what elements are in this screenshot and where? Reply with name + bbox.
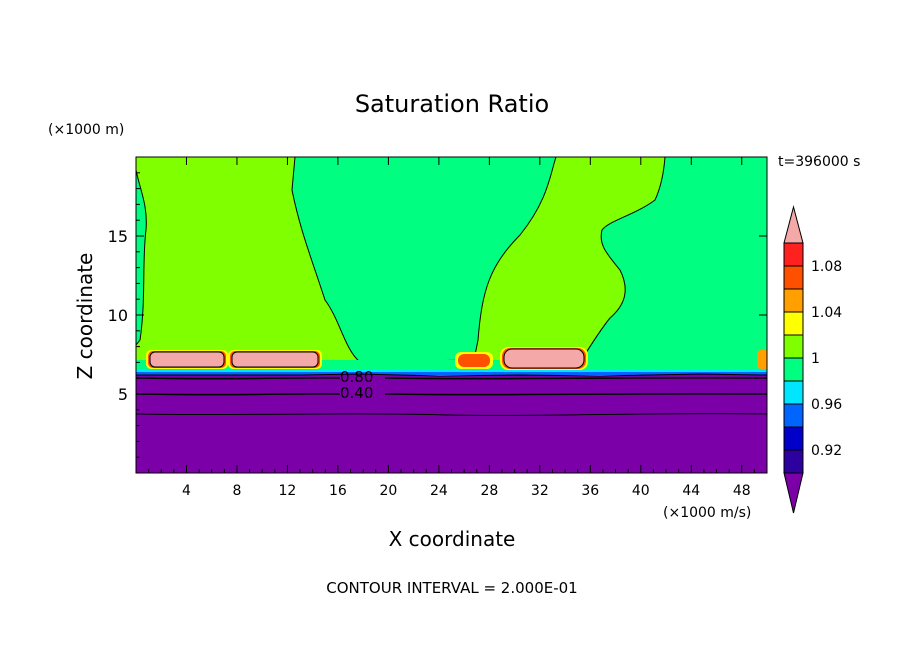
- y-tick-label: 10: [108, 306, 128, 325]
- colorbar-tick-label: 1.04: [811, 305, 842, 321]
- y-unit-label: (×1000 m): [48, 122, 124, 138]
- contour-label-040: 0.40: [340, 384, 373, 402]
- field-green-region-2: [579, 157, 767, 363]
- x-tick-label: 12: [279, 483, 297, 499]
- contour-field: [136, 157, 767, 473]
- x-tick-label: 20: [379, 483, 397, 499]
- colorbar-box: [783, 426, 804, 451]
- x-tick-label: 36: [581, 483, 599, 499]
- contour-interval-footer: CONTOUR INTERVAL = 2.000E-01: [326, 579, 577, 597]
- colorbar-top-arrow: [783, 205, 804, 244]
- y-axis-ticks: 5 10 15: [108, 172, 767, 458]
- colorbar: 0.92 0.96 1 1.04 1.08: [783, 205, 842, 514]
- colorbar-tick-label: 0.96: [811, 397, 842, 413]
- x-axis-ticks: 4 8 12 16 20 24 28 32 36 40 44 48: [148, 157, 755, 499]
- colorbar-tick-label: 1: [811, 351, 820, 367]
- colorbar-box: [783, 265, 804, 290]
- x-tick-label: 16: [329, 483, 347, 499]
- x-tick-label: 48: [733, 483, 751, 499]
- colorbar-tick-label: 0.92: [811, 443, 842, 459]
- field-purple-layer: [136, 373, 767, 473]
- x-tick-label: 32: [531, 483, 549, 499]
- colorbar-box: [783, 242, 804, 267]
- chart-title: Saturation Ratio: [355, 90, 549, 118]
- contour-line-080: [136, 377, 767, 380]
- x-tick-label: 24: [430, 483, 448, 499]
- colorbar-box: [783, 380, 804, 405]
- time-label: t=396000 s: [778, 154, 860, 170]
- colorbar-box: [783, 311, 804, 336]
- y-tick-label: 5: [118, 385, 128, 404]
- contour-line-low: [136, 413, 767, 416]
- colorbar-box: [783, 403, 804, 428]
- x-tick-label: 8: [232, 483, 241, 499]
- colorbar-box: [783, 357, 804, 382]
- y-tick-label: 15: [108, 227, 128, 246]
- x-tick-label: 28: [480, 483, 498, 499]
- colorbar-bottom-arrow: [783, 472, 804, 514]
- saturated-patches: [146, 347, 767, 370]
- contour-label-080: 0.80: [340, 368, 373, 386]
- field-green-region-1: [291, 157, 557, 363]
- x-tick-label: 40: [632, 483, 650, 499]
- x-tick-label: 44: [682, 483, 700, 499]
- contour-line-040: [136, 393, 767, 396]
- field-blue-band: [136, 372, 767, 375]
- x-tick-label: 4: [182, 483, 191, 499]
- field-cyan-band: [136, 370, 767, 373]
- x-unit-label: (×1000 m/s): [663, 505, 751, 521]
- colorbar-box: [783, 334, 804, 359]
- field-left-edge-green: [136, 169, 147, 346]
- colorbar-box: [783, 449, 804, 474]
- colorbar-box: [783, 288, 804, 313]
- x-axis-label: X coordinate: [389, 527, 516, 551]
- y-axis-label: Z coordinate: [73, 253, 97, 380]
- colorbar-tick-label: 1.08: [811, 259, 842, 275]
